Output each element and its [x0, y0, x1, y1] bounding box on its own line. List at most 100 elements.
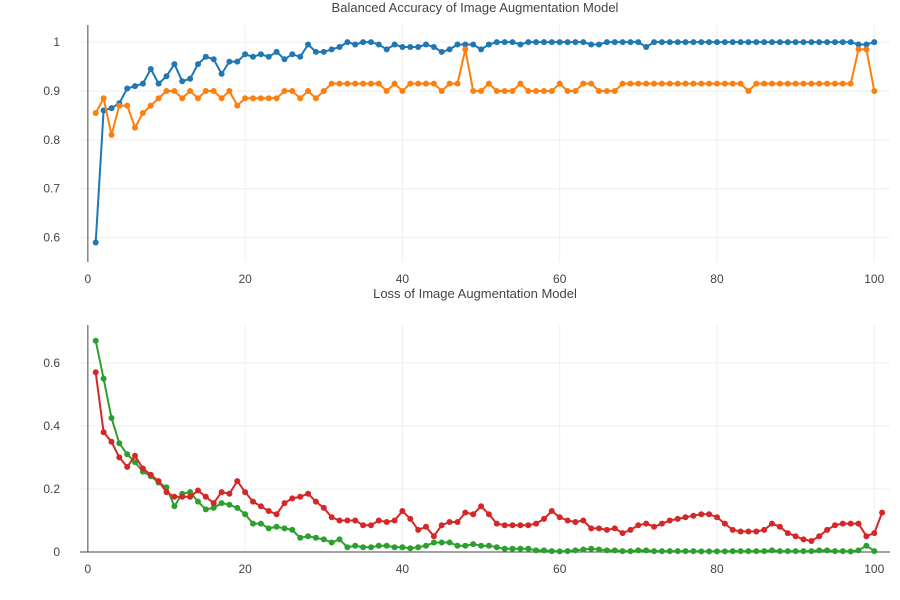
loss-series-1-point [242, 511, 249, 518]
accuracy-series-1-point [108, 105, 115, 112]
accuracy-series-2-point [163, 88, 170, 94]
loss-series-2-point [195, 487, 201, 494]
loss-series-1-point [619, 548, 626, 555]
accuracy-series-1-point [430, 44, 437, 50]
accuracy-series-2-point [580, 80, 587, 87]
accuracy-series-1-point [643, 44, 650, 50]
loss-series-2-point [588, 525, 595, 532]
accuracy-series-1-point [352, 41, 359, 48]
accuracy-series-1-point [509, 39, 516, 46]
accuracy-series-1-point [690, 39, 697, 46]
accuracy-series-1-point [745, 39, 752, 46]
accuracy-x-tick-label: 100 [864, 272, 884, 286]
loss-series-2-point [784, 530, 791, 537]
accuracy-series-1-point [163, 73, 170, 80]
accuracy-series-2-point [195, 95, 201, 102]
loss-series-2-point [478, 503, 485, 510]
accuracy-series-2-point [761, 80, 768, 87]
loss-series-2-point [289, 495, 296, 502]
accuracy-series-2-point [808, 80, 815, 87]
accuracy-series-2-point [171, 88, 178, 94]
accuracy-series-1-point [273, 48, 280, 55]
accuracy-series-1-point [832, 39, 838, 46]
loss-series-1-point [525, 545, 532, 552]
accuracy-series-1-point [454, 41, 461, 48]
loss-series-2-point [328, 514, 335, 521]
loss-series-1-point [312, 534, 319, 541]
loss-series-2-point [415, 526, 422, 533]
loss-series-1-point [234, 504, 241, 511]
accuracy-series-2-point [438, 88, 445, 94]
accuracy-series-2-point [226, 88, 233, 94]
accuracy-series-1-point [493, 39, 500, 46]
loss-series-2-point [643, 520, 650, 527]
loss-series-2-point [139, 465, 146, 472]
accuracy-series-2-point [706, 80, 713, 87]
loss-series-2-point [312, 498, 319, 505]
loss-series-2-point [863, 533, 870, 540]
loss-series-2-point [564, 517, 571, 524]
loss-series-1-point [533, 547, 540, 554]
loss-series-2-point [721, 520, 728, 527]
accuracy-series-2-point [446, 80, 453, 87]
loss-series-2-point [375, 517, 382, 524]
loss-series-2-point [556, 514, 563, 521]
loss-series-1-point [265, 525, 272, 532]
accuracy-series-1-point [257, 51, 264, 58]
loss-series-1-point [808, 548, 815, 555]
accuracy-series-1-point [871, 39, 878, 46]
accuracy-x-tick-label: 20 [238, 272, 252, 286]
loss-series-2-point [776, 523, 783, 530]
loss-series-1-point [753, 548, 760, 555]
accuracy-series-2-point [179, 95, 186, 102]
loss-series-2-point [714, 514, 720, 521]
accuracy-series-1-point [375, 41, 382, 48]
accuracy-series-2-point [525, 88, 532, 94]
loss-series-2-point [651, 523, 658, 530]
accuracy-series-2-point [816, 80, 823, 87]
loss-series-2-point [257, 503, 264, 510]
accuracy-series-1-point [753, 39, 760, 46]
loss-x-tick-label: 80 [710, 562, 724, 576]
loss-x-tick-label: 60 [553, 562, 567, 576]
loss-series-1-point [226, 501, 233, 508]
accuracy-series-1-point [179, 78, 186, 85]
loss-series-2-point [407, 515, 414, 522]
loss-series-2-point [808, 538, 815, 544]
accuracy-series-1-point [839, 39, 846, 46]
accuracy-series-2-point [305, 88, 312, 94]
accuracy-series-2-point [847, 80, 854, 87]
accuracy-series-2-point [155, 95, 162, 102]
loss-series-1-point [124, 451, 131, 458]
loss-series-2-point [517, 522, 524, 529]
accuracy-series-2-point [391, 80, 398, 87]
loss-series-1-point [399, 544, 406, 551]
accuracy-series-2-point [792, 80, 799, 87]
accuracy-series-1-point [368, 39, 374, 46]
accuracy-series-2-point [147, 102, 154, 109]
loss-series-1-point [336, 536, 343, 543]
accuracy-series-2-point [423, 80, 429, 87]
loss-series-2-point [344, 517, 351, 524]
accuracy-series-2-point [651, 80, 658, 87]
accuracy-series-1-point [533, 39, 540, 46]
accuracy-series-1-point [226, 58, 233, 65]
accuracy-series-1-point [588, 41, 595, 48]
accuracy-x-tick-label: 60 [553, 272, 567, 286]
accuracy-series-2-point [281, 88, 288, 94]
accuracy-series-2-point [257, 95, 264, 102]
loss-series-1-point [666, 548, 673, 555]
loss-series-2-point [603, 526, 610, 533]
accuracy-series-2-point [863, 46, 870, 53]
accuracy-series-2-point [139, 110, 146, 116]
loss-series-1-line [94, 340, 875, 553]
accuracy-series-1-point [603, 39, 610, 46]
accuracy-series-1-point [195, 61, 201, 68]
loss-series-1-point [328, 539, 335, 546]
loss-series-1-point [132, 459, 138, 466]
accuracy-y-tick-label: 0.8 [43, 133, 60, 147]
loss-series-1-point [572, 547, 579, 554]
loss-series-1-point [800, 548, 807, 555]
accuracy-series-1-point [541, 39, 547, 46]
accuracy-series-2-point [572, 88, 579, 94]
